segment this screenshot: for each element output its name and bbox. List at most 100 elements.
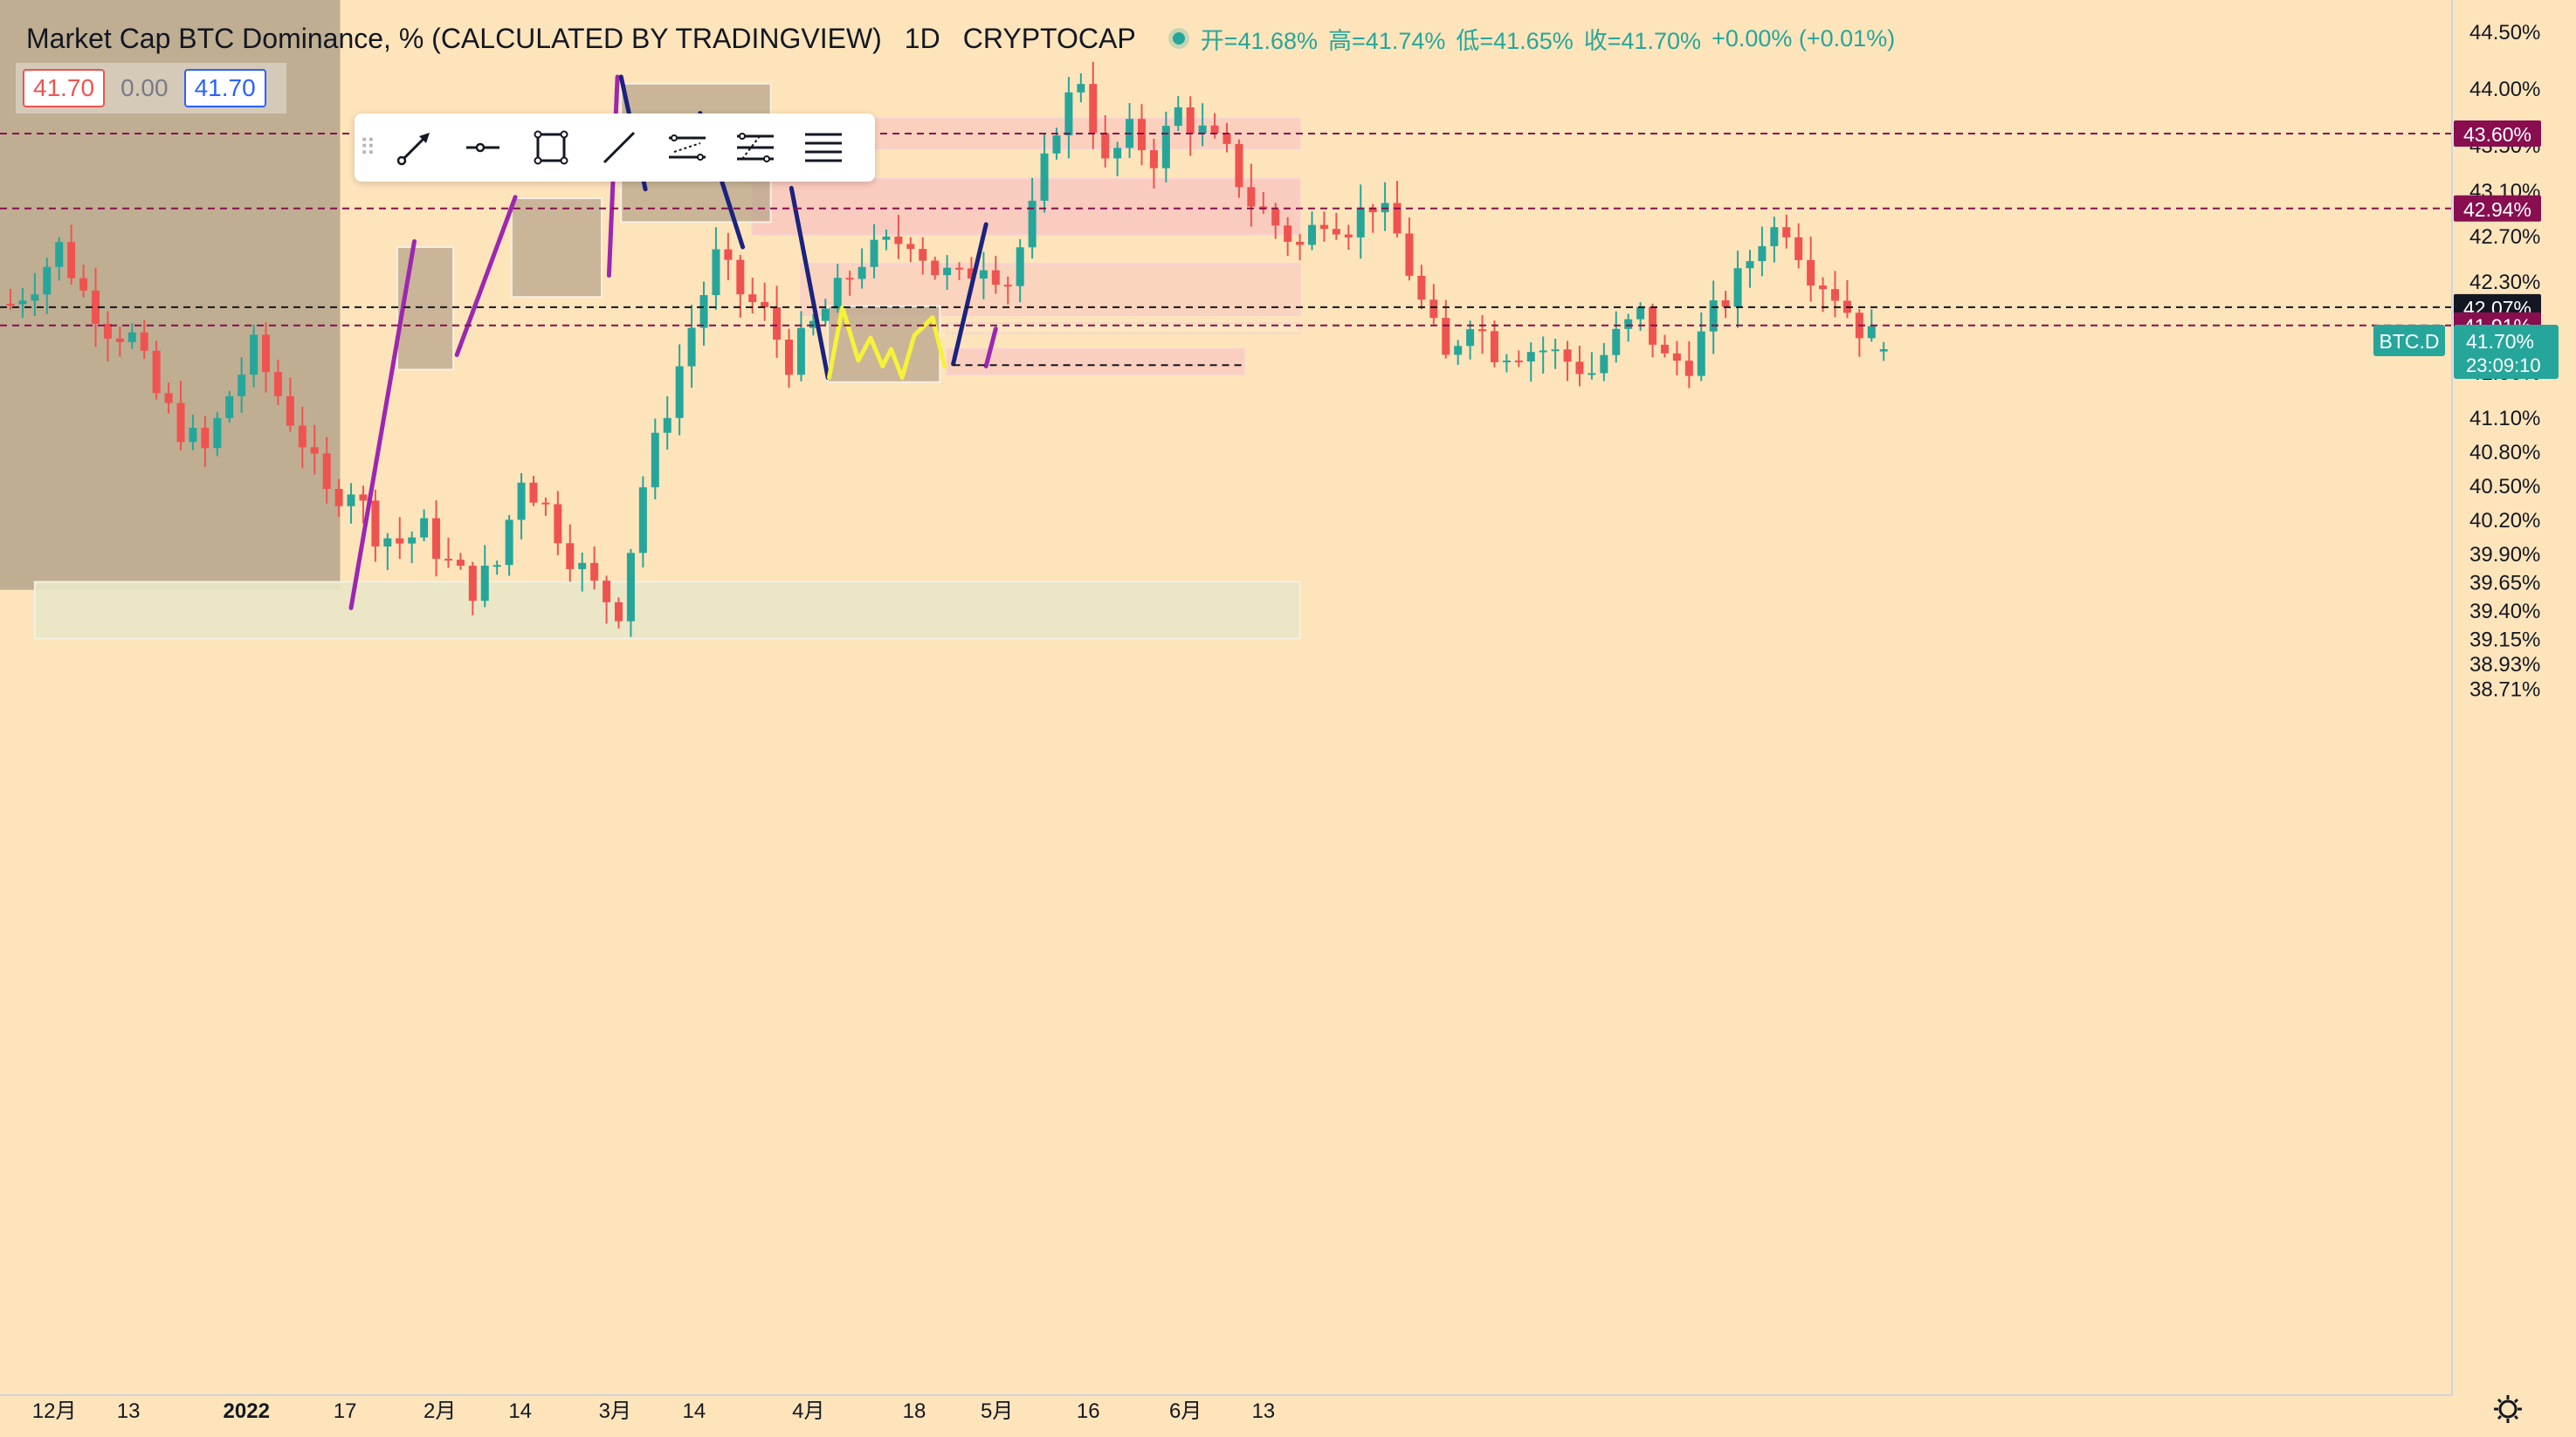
candle-body (103, 323, 112, 339)
candle-body (1064, 92, 1073, 136)
candle (201, 416, 210, 467)
candle-body (480, 565, 489, 602)
candle (773, 285, 782, 358)
low-value: 低=41.65% (1456, 27, 1574, 54)
candle (1429, 284, 1438, 325)
candle (1016, 239, 1024, 303)
candle (1697, 312, 1705, 382)
horizontal-ray-icon[interactable] (449, 113, 517, 182)
interval-label[interactable]: 1D (904, 22, 940, 54)
price-channel-icon[interactable] (653, 113, 721, 182)
candle (699, 281, 708, 346)
candle (1296, 234, 1305, 261)
candle-body (432, 518, 441, 560)
impulse-line-2[interactable] (454, 195, 518, 357)
candle (1344, 224, 1353, 251)
candle (785, 328, 794, 388)
candle-body (1393, 203, 1402, 234)
impulse-line-1[interactable] (348, 239, 417, 610)
candle (1758, 226, 1767, 277)
candle (310, 424, 319, 475)
zone-current (946, 348, 1245, 375)
candle (152, 340, 161, 400)
rectangle-icon[interactable] (517, 113, 585, 182)
time-tick-label: 3月 (599, 1399, 631, 1423)
price-tick-label: 39.90% (2469, 543, 2540, 567)
price-tick-label: 40.20% (2469, 509, 2540, 533)
candle-body (127, 332, 136, 342)
time-tick-label: 4月 (792, 1399, 824, 1423)
candle (870, 223, 878, 278)
candle-body (931, 260, 940, 276)
candle (675, 344, 684, 436)
candle-body (1198, 125, 1207, 134)
settings-gear-icon[interactable] (2494, 1395, 2522, 1423)
candle (480, 545, 489, 608)
candle (529, 476, 538, 506)
candle (1077, 72, 1085, 103)
candle-body (1794, 237, 1803, 260)
trend-line-icon[interactable] (585, 113, 653, 182)
candle (140, 320, 148, 360)
price-tick-label: 40.80% (2469, 441, 2540, 464)
arrow-tool-icon[interactable] (381, 113, 449, 182)
candle (1600, 342, 1608, 382)
candle (1442, 299, 1450, 359)
candle (1575, 345, 1584, 387)
candle-body (1016, 247, 1024, 286)
drag-handle-icon[interactable]: ⠿ (359, 134, 376, 161)
candle-body (250, 334, 258, 375)
last-price-badge-bg (2454, 325, 2559, 379)
candle (1879, 341, 1888, 361)
candle-body (736, 259, 745, 295)
candle (845, 271, 854, 296)
candle (1490, 320, 1498, 368)
candle (1660, 334, 1669, 358)
candle (1807, 237, 1815, 302)
symbol-title[interactable]: Market Cap BTC Dominance, % (CALCULATED … (26, 22, 882, 54)
impulse-line-4[interactable] (983, 327, 998, 368)
candle-body (262, 334, 271, 373)
candle (1454, 340, 1463, 365)
badge-4360: 43.60% (2454, 120, 2541, 147)
candle (1089, 61, 1098, 149)
candle-body (456, 560, 465, 566)
candle-body (1588, 373, 1596, 375)
candle (1332, 212, 1340, 240)
fib-tool-icon[interactable] (721, 113, 789, 182)
rise-line-1[interactable] (951, 222, 988, 367)
candle-body (687, 327, 696, 367)
candle-body (1526, 352, 1535, 362)
candle-body (675, 366, 684, 418)
candle (663, 395, 672, 450)
candle (1040, 134, 1049, 213)
candle (1746, 250, 1754, 288)
candle (468, 561, 477, 615)
candle-body (189, 428, 197, 443)
symbol-badge: BTC.D (2373, 325, 2445, 356)
support-zone-light (33, 581, 1301, 640)
candle-body (238, 375, 246, 396)
candle-body (1368, 207, 1377, 213)
candle (1186, 96, 1195, 156)
candle-body (43, 266, 52, 295)
candle-body (991, 270, 1000, 285)
badge-4294-bg (2454, 195, 2541, 222)
candle (1466, 320, 1475, 360)
candle (638, 476, 647, 567)
candle (1223, 122, 1231, 153)
candle-body (894, 236, 903, 244)
candle (1782, 214, 1791, 249)
candle (833, 264, 842, 313)
range-zigzag[interactable] (827, 305, 947, 380)
horizontal-lines-icon[interactable] (789, 113, 858, 182)
candle-body (1514, 360, 1523, 362)
candle-body (638, 487, 647, 553)
candle-body (1575, 361, 1584, 375)
candle (541, 497, 550, 516)
drop-line-3[interactable] (789, 185, 830, 380)
candle-body (1028, 200, 1037, 248)
candle (1028, 177, 1037, 259)
